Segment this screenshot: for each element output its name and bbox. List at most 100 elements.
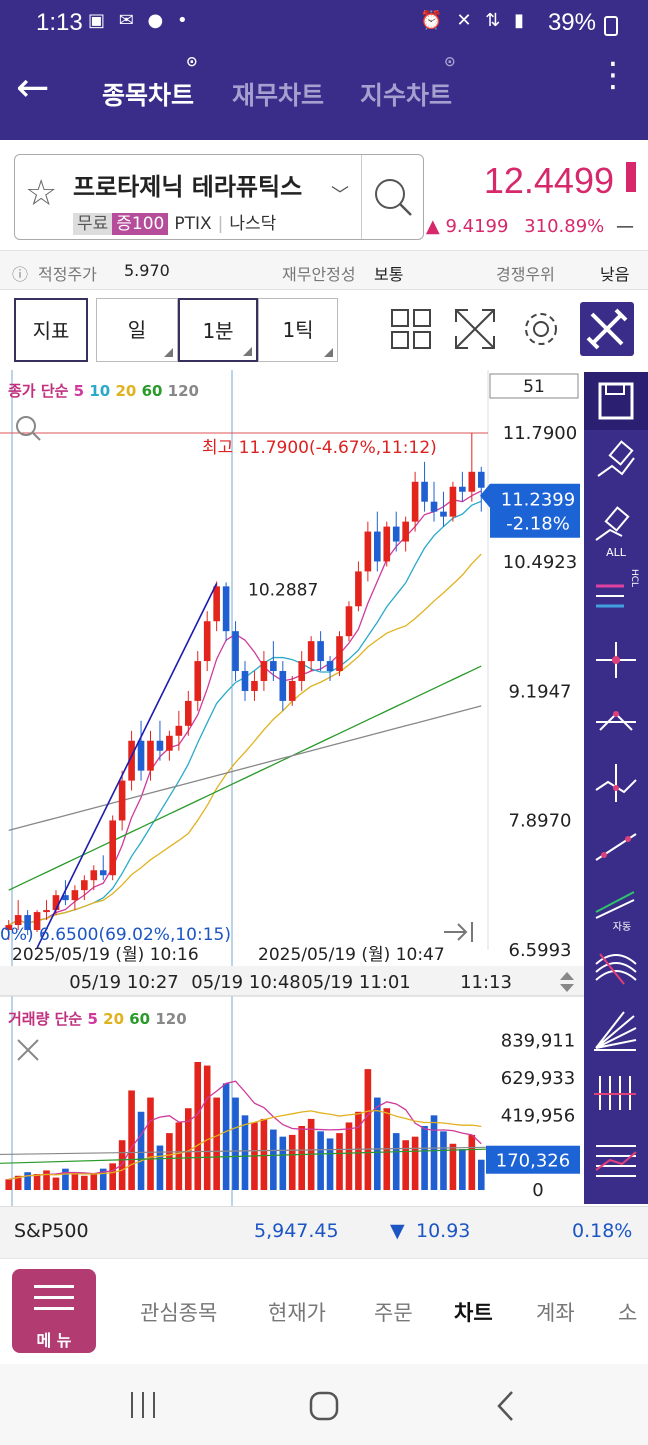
volume-axis-label: 419,956 xyxy=(501,1105,575,1126)
candle-body xyxy=(307,641,315,662)
stock-selector[interactable]: ☆ 프로타제닉 테라퓨틱스 ﹀ 무료 증100 PTIX | 나스닥 xyxy=(14,154,424,240)
candle-body xyxy=(336,636,343,672)
candle-body xyxy=(137,740,145,771)
volume-bar xyxy=(52,1177,60,1190)
current-volume-label: 170,326 xyxy=(496,1151,570,1172)
app-header: ← ⊙ 종목차트 재무차트 ⊙ 지수차트 ⋮ xyxy=(0,46,648,140)
minute-button[interactable]: 1분 xyxy=(178,298,258,362)
candle-body xyxy=(288,680,296,701)
price-candle-icon xyxy=(626,162,636,192)
arc-icon[interactable] xyxy=(584,940,648,998)
crosshair-line-icon[interactable] xyxy=(584,630,648,688)
candle xyxy=(232,621,239,681)
back-arrow-icon[interactable]: ← xyxy=(16,65,50,111)
volume-bar xyxy=(288,1134,296,1190)
gear-icon[interactable] xyxy=(518,306,564,352)
volume-bar xyxy=(260,1118,268,1190)
price-legend: 종가 단순 5 10 20 60 120 xyxy=(8,382,199,400)
candle xyxy=(109,815,116,881)
volume-bar xyxy=(147,1097,154,1190)
candle-body xyxy=(222,586,230,632)
day-button[interactable]: 일 xyxy=(96,298,178,362)
candle-body xyxy=(175,725,183,736)
tab-financial-chart[interactable]: 재무차트 xyxy=(232,81,325,110)
current-price: 12.4499 xyxy=(483,160,614,201)
volume-bar xyxy=(392,1133,400,1190)
back-icon[interactable] xyxy=(494,1390,518,1422)
trend-peak-icon[interactable] xyxy=(584,692,648,750)
volume-bar xyxy=(421,1126,428,1190)
menu-button[interactable]: 메 뉴 xyxy=(12,1269,96,1353)
drawing-tools-button[interactable] xyxy=(580,302,634,356)
nav-watchlist[interactable]: 관심종목 xyxy=(140,1301,218,1325)
dropdown-corner-icon xyxy=(324,348,333,357)
candle xyxy=(5,920,13,940)
candle xyxy=(449,481,457,522)
time-axis-strip xyxy=(0,966,584,996)
auto-trend-icon[interactable]: 자동 xyxy=(584,878,648,936)
chevron-down-icon[interactable]: ﹀ xyxy=(331,185,349,206)
volume-bar xyxy=(317,1131,324,1190)
candle-body xyxy=(90,870,98,881)
close-icon xyxy=(17,1039,39,1061)
top-bar: 1:13 ▣ ✉ ● • ⏰ ✕ ⇅ ▮ 39% ← ⊙ 종목차트 재무차트 ⊙… xyxy=(0,0,648,140)
stock-name: 프로타제닉 테라퓨틱스 xyxy=(73,173,303,201)
home-icon[interactable] xyxy=(308,1390,340,1422)
volume-bar xyxy=(184,1108,192,1190)
date-right-label: 2025/05/19 (월) 10:47 xyxy=(258,945,445,965)
volume-bar xyxy=(43,1170,50,1190)
tab-index-chart[interactable]: ⊙ 지수차트 xyxy=(360,54,456,110)
candle-body xyxy=(317,641,324,662)
favorite-star-icon[interactable]: ☆ xyxy=(25,173,58,214)
volume-bar xyxy=(449,1143,457,1190)
eraser-all-icon[interactable]: ALL xyxy=(584,506,648,564)
tick-button[interactable]: 1틱 xyxy=(258,298,338,362)
volume-bar xyxy=(411,1136,419,1190)
nav-quote[interactable]: 현재가 xyxy=(268,1301,326,1325)
recent-apps-icon[interactable] xyxy=(128,1390,160,1420)
hamburger-icon xyxy=(34,1285,74,1318)
price-axis-label: 7.8970 xyxy=(509,811,572,832)
nav-more[interactable]: 소 xyxy=(618,1301,638,1325)
help-icon[interactable]: ⓘ xyxy=(12,265,29,284)
layout-grid-icon[interactable] xyxy=(388,306,434,352)
save-icon[interactable] xyxy=(584,372,648,430)
candle xyxy=(364,521,372,582)
eraser-icon[interactable] xyxy=(584,434,648,492)
up-triangle-icon: ▲ xyxy=(425,216,440,237)
volume-bar xyxy=(279,1136,287,1190)
indicator-button[interactable]: 지표 xyxy=(14,298,88,362)
fullscreen-icon[interactable] xyxy=(452,306,498,352)
nav-chart[interactable]: 차트 xyxy=(454,1301,493,1325)
candle xyxy=(99,855,107,881)
volume-bar xyxy=(459,1149,466,1190)
zoom-icon xyxy=(16,416,41,441)
nav-account[interactable]: 계좌 xyxy=(536,1301,575,1325)
trendline-icon[interactable] xyxy=(584,816,648,874)
nav-order[interactable]: 주문 xyxy=(374,1301,413,1325)
fan-lines-icon[interactable] xyxy=(584,1002,648,1060)
candle xyxy=(392,511,400,552)
index-ticker-row[interactable]: S&P500 5,947.45 ▼ 10.93 0.18% xyxy=(0,1206,648,1258)
candle xyxy=(468,432,476,502)
candle xyxy=(345,601,353,642)
volume-bar xyxy=(81,1175,88,1190)
candle-body xyxy=(251,680,258,691)
vertical-line-icon[interactable] xyxy=(584,754,648,812)
candle-body xyxy=(260,661,268,681)
volume-bar xyxy=(14,1175,22,1190)
horizontal-bands-icon[interactable] xyxy=(584,1130,648,1188)
candle-body xyxy=(109,820,116,876)
candle-body xyxy=(430,501,438,512)
system-nav-bar xyxy=(0,1364,648,1445)
candle xyxy=(184,690,192,736)
vertical-bars-icon[interactable] xyxy=(584,1064,648,1122)
hcl-lines-icon[interactable]: HCL xyxy=(584,568,648,626)
search-icon[interactable] xyxy=(369,169,417,225)
more-options-icon[interactable]: ⋮ xyxy=(596,55,630,95)
stock-chart[interactable]: 11.7900 10.4923 9.1947 7.8970 6.5993 51 11.239… xyxy=(0,370,584,1206)
tag-margin: 증100 xyxy=(112,213,169,235)
tab-stock-chart[interactable]: ⊙ 종목차트 xyxy=(102,54,198,110)
candle-body xyxy=(421,481,428,502)
volume-bar xyxy=(213,1097,220,1190)
